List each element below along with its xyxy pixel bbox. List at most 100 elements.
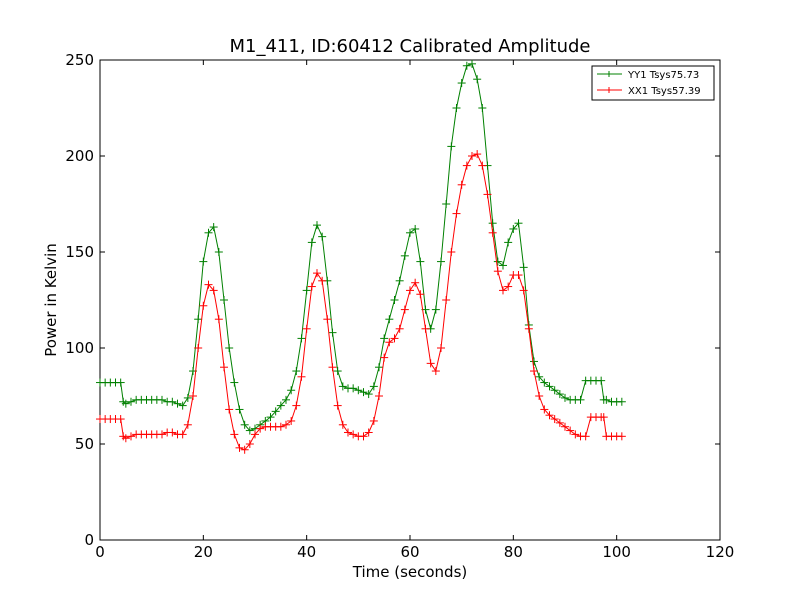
chart-title: M1_411, ID:60412 Calibrated Amplitude [230, 36, 591, 57]
data-point [225, 344, 234, 352]
data-point [478, 161, 487, 170]
data-point [602, 395, 611, 404]
data-point [545, 411, 554, 420]
data-point [292, 401, 301, 410]
data-point [214, 315, 223, 324]
x-tick-label: 40 [297, 543, 316, 561]
data-point [276, 401, 285, 410]
data-point [442, 200, 451, 208]
data-point [483, 190, 492, 199]
data-point [400, 305, 409, 314]
data-point [271, 407, 280, 416]
data-point [220, 363, 228, 372]
data-point [328, 363, 337, 372]
data-point [369, 382, 378, 391]
y-axis-label: Power in Kelvin [42, 243, 60, 357]
y-tick-label: 150 [65, 243, 94, 261]
data-point [349, 430, 358, 439]
data-point [493, 257, 502, 266]
series-1 [96, 150, 626, 454]
data-point [375, 363, 383, 372]
data-point [555, 418, 564, 427]
data-point [214, 248, 223, 256]
data-point [282, 395, 290, 404]
data-point [514, 219, 523, 228]
legend-frame [591, 65, 715, 101]
series-layer [96, 59, 626, 454]
data-point [514, 271, 523, 280]
data-point [116, 415, 125, 424]
data-point [452, 104, 461, 112]
data-point [478, 104, 487, 112]
data-point [457, 180, 466, 189]
data-point [426, 359, 435, 368]
legend-label-yy1: YY1 Tsys75.73 [627, 70, 699, 81]
data-point [550, 386, 559, 395]
data-point [545, 382, 554, 391]
data-point [344, 428, 352, 437]
data-point [302, 324, 311, 333]
data-point [524, 324, 533, 333]
data-point [338, 382, 347, 391]
data-point [468, 152, 476, 160]
data-point [473, 150, 482, 159]
data-point [168, 397, 177, 406]
y-tick-label: 0 [84, 531, 94, 549]
legend-label-xx1: XX1 Tsys57.39 [628, 86, 701, 97]
data-point [354, 386, 363, 395]
data-point [297, 334, 306, 343]
data-point [530, 367, 538, 376]
data-point [390, 296, 399, 304]
data-point [338, 420, 347, 429]
data-point [359, 388, 368, 397]
y-tick-label: 50 [75, 435, 94, 453]
data-point [499, 261, 507, 270]
data-point [509, 224, 518, 233]
data-point [519, 286, 528, 295]
data-point [442, 296, 451, 304]
data-point [199, 257, 208, 266]
data-point [235, 405, 244, 414]
data-point [468, 59, 476, 68]
data-point [364, 428, 373, 437]
series-0 [96, 59, 626, 435]
data-point [411, 224, 420, 233]
data-point [369, 416, 378, 425]
data-point [266, 413, 275, 422]
data-point [390, 334, 399, 343]
data-point [235, 443, 244, 452]
data-point [178, 401, 187, 410]
data-point [240, 445, 249, 454]
data-point [333, 401, 342, 410]
data-point [230, 430, 239, 439]
data-point [349, 384, 358, 393]
data-point [307, 238, 316, 247]
x-tick-label: 100 [602, 543, 631, 561]
data-point [318, 232, 327, 241]
data-point [535, 392, 544, 400]
data-point [318, 276, 327, 285]
data-point [540, 378, 549, 387]
data-point [385, 315, 394, 324]
data-point [189, 392, 197, 400]
plot-area-frame [99, 59, 721, 541]
data-point [333, 367, 342, 376]
data-point [488, 228, 497, 237]
data-point [566, 426, 575, 435]
data-point [395, 276, 404, 285]
data-point [194, 315, 203, 324]
axis-ticks: 0 20 40 60 80 100 120 0 50 100 150 200 250 [65, 51, 734, 561]
data-point [158, 430, 166, 439]
data-point [617, 397, 626, 406]
data-point [561, 393, 569, 402]
data-point [127, 432, 135, 441]
data-point [183, 420, 192, 429]
data-point [375, 392, 383, 400]
legend: YY1 Tsys75.73 XX1 Tsys57.39 [591, 65, 715, 101]
x-axis-label: Time (seconds) [352, 563, 468, 581]
data-point [535, 372, 544, 381]
data-point [173, 399, 182, 408]
data-point [411, 278, 420, 287]
data-point [199, 301, 208, 310]
